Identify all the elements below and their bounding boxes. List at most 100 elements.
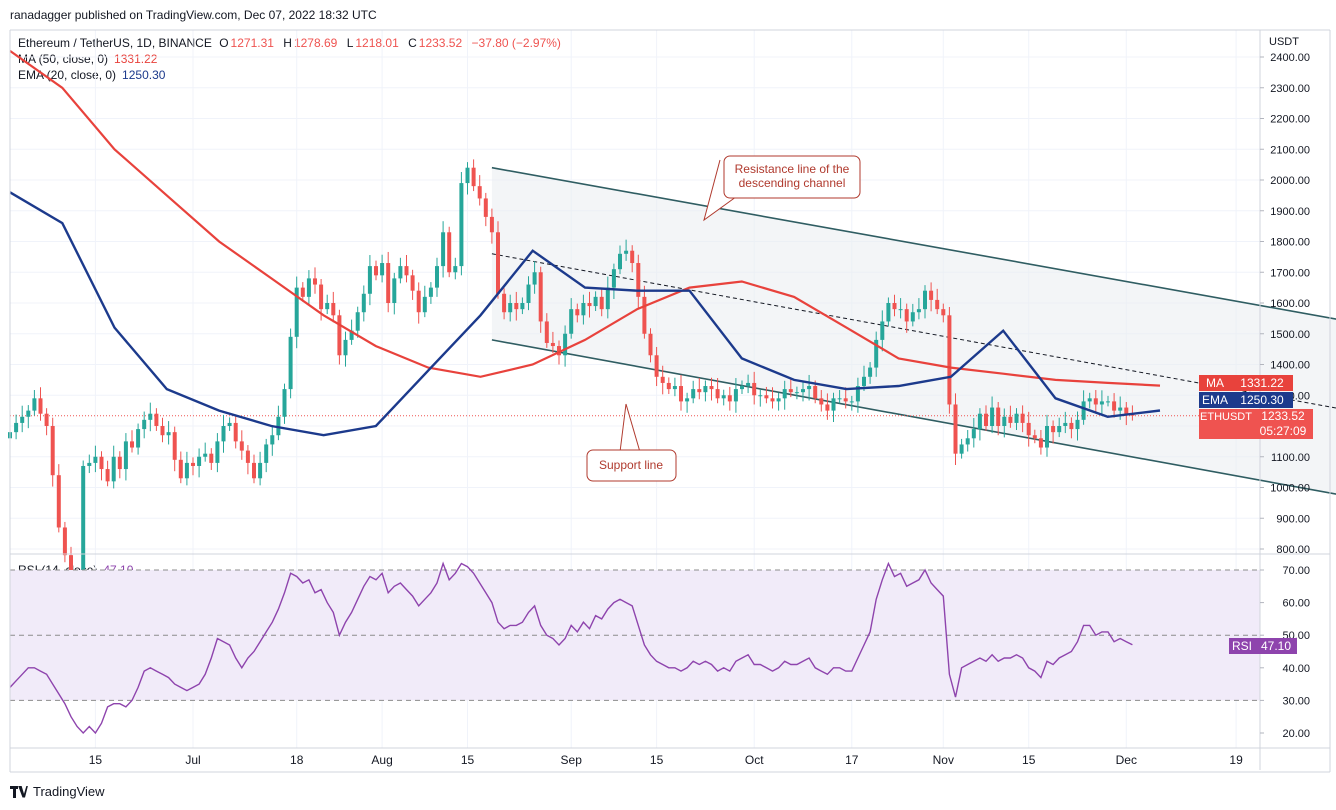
candle-body[interactable] [294, 287, 299, 337]
candle-body[interactable] [801, 389, 805, 393]
candle-body[interactable] [215, 441, 220, 463]
candle-body[interactable] [550, 342, 555, 347]
candle-body[interactable] [563, 333, 568, 356]
candle-body[interactable] [575, 309, 580, 316]
candle-body[interactable] [117, 456, 122, 470]
candle-body[interactable] [855, 386, 860, 402]
candle-body[interactable] [184, 462, 189, 479]
candle-body[interactable] [325, 303, 330, 310]
candle-body[interactable] [788, 389, 793, 393]
candle-body[interactable] [276, 416, 281, 436]
candle-body[interactable] [1014, 413, 1019, 423]
candle-body[interactable] [593, 296, 598, 307]
candle-body[interactable] [471, 167, 476, 187]
candle-body[interactable] [947, 315, 952, 405]
candle-body[interactable] [672, 386, 677, 390]
candle-body[interactable] [746, 382, 751, 387]
candle-body[interactable] [459, 183, 464, 267]
tradingview-logo[interactable]: TradingView [10, 784, 105, 799]
candle-body[interactable] [502, 293, 507, 313]
candle-body[interactable] [697, 389, 702, 393]
legend-ma-row[interactable]: MA (50, close, 0) 1331.22 [18, 52, 157, 66]
candle-body[interactable] [526, 284, 531, 303]
candle-body[interactable] [355, 312, 360, 331]
candle-body[interactable] [849, 401, 854, 403]
candle-body[interactable] [984, 413, 988, 426]
candle-body[interactable] [953, 404, 958, 454]
candle-body[interactable] [544, 321, 549, 343]
candle-body[interactable] [221, 426, 226, 442]
candle-body[interactable] [605, 287, 610, 310]
candle-body[interactable] [1106, 401, 1110, 403]
candle-body[interactable] [618, 253, 622, 270]
candle-body[interactable] [1057, 426, 1062, 433]
candle-body[interactable] [807, 386, 812, 390]
resistance-callout[interactable] [723, 155, 861, 199]
candle-body[interactable] [880, 321, 885, 340]
support-line[interactable] [491, 339, 1336, 506]
candle-body[interactable] [166, 432, 171, 436]
candle-body[interactable] [142, 419, 147, 430]
support-callout[interactable] [586, 449, 677, 482]
candle-body[interactable] [1051, 426, 1056, 433]
candle-body[interactable] [367, 266, 372, 294]
candle-body[interactable] [538, 272, 543, 322]
candle-body[interactable] [87, 462, 92, 466]
candle-body[interactable] [233, 422, 238, 442]
candle-body[interactable] [435, 266, 439, 288]
candle-body[interactable] [727, 395, 732, 402]
candle-body[interactable] [148, 413, 153, 420]
candle-body[interactable] [1099, 401, 1104, 405]
candle-body[interactable] [910, 312, 915, 322]
candle-body[interactable] [587, 303, 592, 307]
candle-body[interactable] [172, 432, 177, 460]
candle-body[interactable] [288, 336, 293, 390]
rsi-line[interactable] [9, 561, 1133, 735]
candle-body[interactable] [300, 287, 305, 297]
candle-body[interactable] [508, 303, 513, 313]
candle-body[interactable] [654, 355, 659, 377]
candle-body[interactable] [794, 392, 799, 394]
candle-body[interactable] [1124, 407, 1129, 414]
candle-body[interactable] [239, 441, 244, 451]
candle-body[interactable] [709, 386, 714, 390]
candle-body[interactable] [1002, 416, 1007, 426]
candle-body[interactable] [703, 386, 708, 393]
candle-body[interactable] [965, 438, 970, 445]
candle-body[interactable] [1081, 401, 1086, 420]
candle-body[interactable] [398, 266, 403, 279]
candle-body[interactable] [489, 216, 494, 233]
legend-symbol[interactable]: Ethereum / TetherUS, 1D, BINANCE [18, 36, 212, 50]
candle-body[interactable] [26, 410, 31, 417]
candle-body[interactable] [380, 263, 385, 276]
candle-body[interactable] [758, 395, 763, 397]
candle-body[interactable] [941, 309, 946, 316]
ema-20-line[interactable] [9, 191, 1161, 437]
candle-body[interactable] [264, 444, 269, 463]
candle-body[interactable] [1008, 416, 1013, 423]
candle-body[interactable] [904, 309, 909, 322]
candle-body[interactable] [868, 367, 873, 377]
candle-body[interactable] [1032, 435, 1037, 439]
candle-body[interactable] [1063, 422, 1068, 426]
candle-body[interactable] [990, 407, 995, 426]
candle-body[interactable] [630, 250, 635, 264]
candle-body[interactable] [1075, 419, 1080, 430]
candle-body[interactable] [227, 422, 232, 426]
candle-body[interactable] [56, 475, 61, 528]
candle-body[interactable] [477, 186, 482, 199]
candle-body[interactable] [1087, 398, 1092, 402]
candle-body[interactable] [514, 303, 519, 310]
candle-body[interactable] [81, 465, 86, 611]
candle-body[interactable] [465, 167, 470, 184]
candle-body[interactable] [343, 339, 348, 356]
candle-body[interactable] [642, 296, 647, 334]
candle-body[interactable] [557, 346, 561, 356]
candle-body[interactable] [532, 272, 537, 285]
candle-body[interactable] [62, 527, 67, 556]
candle-body[interactable] [624, 250, 629, 254]
candle-body[interactable] [959, 444, 964, 454]
candle-body[interactable] [422, 296, 427, 313]
candle-body[interactable] [93, 456, 98, 463]
candle-body[interactable] [14, 422, 19, 433]
